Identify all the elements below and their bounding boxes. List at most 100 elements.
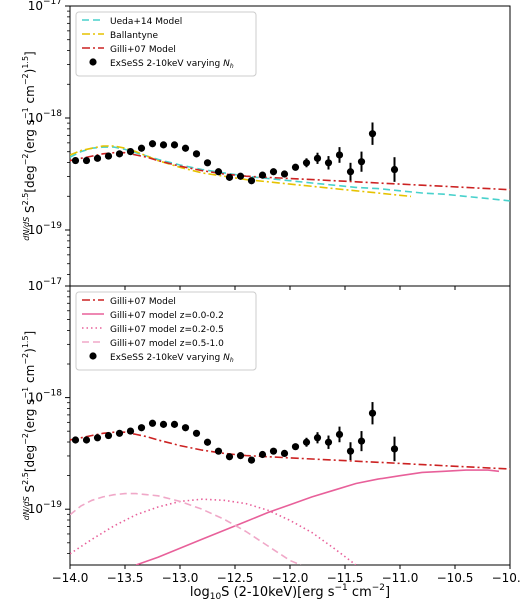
- data-point: [159, 420, 168, 428]
- data-point: [247, 177, 256, 185]
- data-point: [357, 158, 366, 166]
- y-tick-label: 10−18: [28, 109, 63, 125]
- data-point: [170, 420, 179, 428]
- x-tick-label: −10.0: [492, 571, 520, 585]
- series-group: [70, 145, 510, 202]
- legend-label: Gilli+07 Model: [110, 45, 176, 55]
- data-point: [93, 434, 102, 442]
- data-point: [225, 453, 234, 461]
- data-point: [346, 168, 355, 176]
- legend-label: ExSeSS 2-10keV varying Nh: [110, 59, 234, 70]
- data-point: [214, 447, 223, 455]
- x-tick-label: −12.5: [217, 571, 254, 585]
- x-axis-label: log10S (2-10keV)[erg s−1 cm−2]: [190, 583, 390, 602]
- data-point: [302, 438, 311, 446]
- x-tick-label: −12.0: [272, 571, 309, 585]
- legend-label: Ueda+14 Model: [110, 17, 182, 27]
- data-point: [71, 156, 80, 165]
- legend-label: Gilli+07 model z=0.0-0.2: [110, 311, 224, 321]
- data-point: [148, 140, 157, 148]
- data-point: [82, 156, 91, 165]
- x-tick-label: −13.0: [162, 571, 199, 585]
- data-point: [203, 438, 212, 446]
- data-point: [258, 450, 267, 459]
- data-point: [104, 431, 113, 440]
- data-point: [390, 445, 399, 453]
- legend-label: Ballantyne: [110, 31, 158, 41]
- series-line-gilli-07-model-z-0-5-1-0: [70, 492, 302, 565]
- data-point: [115, 150, 124, 158]
- legend-label: Gilli+07 Model: [110, 297, 176, 307]
- y-tick-label: 10−18: [28, 389, 63, 405]
- data-point: [225, 173, 234, 181]
- y-tick-label: 10−17: [28, 0, 62, 13]
- data-point: [335, 430, 344, 439]
- series-line-gilli-07-model: [70, 151, 510, 191]
- y-axis-label: dN/dS S2.5[deg−2(erg s−1 cm−2)1.5]: [21, 51, 37, 241]
- data-points: [71, 122, 399, 185]
- data-points: [71, 402, 399, 464]
- series-line-gilli-07-model-z-0-0-0-2: [135, 469, 500, 565]
- data-point: [181, 424, 190, 432]
- legend-box: [75, 11, 257, 77]
- data-point: [192, 429, 201, 437]
- data-point: [368, 409, 377, 417]
- x-tick-label: −11.5: [327, 571, 364, 585]
- data-point: [313, 434, 322, 442]
- data-point: [269, 168, 278, 176]
- data-point: [159, 141, 168, 149]
- panel-bottom: 10−19 10−18 10−17 −14.0 −13.5 −13.0 −12.5 −12.0…: [21, 277, 520, 585]
- data-point: [71, 436, 80, 444]
- legend-label: Gilli+07 model z=0.5-1.0: [110, 339, 224, 349]
- x-tick-label: −13.5: [107, 571, 144, 585]
- data-point: [236, 452, 245, 460]
- legend-label: Gilli+07 model z=0.2-0.5: [110, 325, 224, 335]
- data-point: [357, 437, 366, 445]
- series-line-gilli-07-model-z-0-2-0-5: [70, 498, 357, 565]
- data-point: [302, 159, 311, 167]
- legend: Ueda+14 Model Ballantyne Gilli+07 Model ExS…: [75, 11, 257, 77]
- y-axis-label: dN/dS S2.5[deg−2(erg s−1 cm−2)1.5]: [21, 331, 37, 521]
- data-point: [82, 436, 91, 444]
- y-tick-label: 10−19: [28, 221, 63, 237]
- data-point: [291, 163, 300, 171]
- legend-box: [75, 291, 257, 371]
- data-point: [313, 154, 322, 162]
- data-point: [324, 438, 333, 446]
- legend-label: ExSeSS 2-10keV varying Nh: [110, 353, 234, 364]
- axis-labels: log10S (2-10keV)[erg s−1 cm−2]: [190, 583, 390, 602]
- series-line-ballantyne: [70, 145, 412, 198]
- x-tick-label: −10.5: [437, 571, 474, 585]
- data-point: [247, 456, 256, 464]
- series-group: [70, 431, 510, 565]
- y-tick-label: 10−19: [28, 500, 63, 516]
- data-point: [324, 159, 333, 167]
- data-point: [280, 449, 289, 457]
- y-tick-label: 10−17: [28, 277, 62, 293]
- legend-swatch-data-point: [89, 352, 97, 360]
- x-tick-label: −14.0: [52, 571, 89, 585]
- data-point: [137, 144, 146, 152]
- data-point: [258, 171, 267, 179]
- data-point: [126, 148, 135, 156]
- data-point: [280, 170, 289, 178]
- data-point: [390, 165, 399, 174]
- data-point: [115, 429, 124, 437]
- data-point: [203, 159, 212, 167]
- data-point: [181, 144, 190, 152]
- data-point: [126, 427, 135, 435]
- legend-swatch-data-point: [89, 58, 97, 66]
- data-point: [346, 447, 355, 455]
- data-point: [269, 447, 278, 455]
- legend: Gilli+07 Model Gilli+07 model z=0.0-0.2 Gi…: [75, 291, 257, 371]
- panel-top: 10−19 10−18 10−17 Ueda+14 Model Ballantyne Gi…: [21, 0, 511, 290]
- data-point: [137, 424, 146, 432]
- x-tick-label: −11.0: [382, 571, 419, 585]
- data-point: [214, 168, 223, 176]
- data-point: [335, 151, 344, 159]
- data-point: [192, 150, 201, 158]
- data-point: [236, 172, 245, 180]
- data-point: [368, 130, 377, 138]
- data-point: [170, 141, 179, 149]
